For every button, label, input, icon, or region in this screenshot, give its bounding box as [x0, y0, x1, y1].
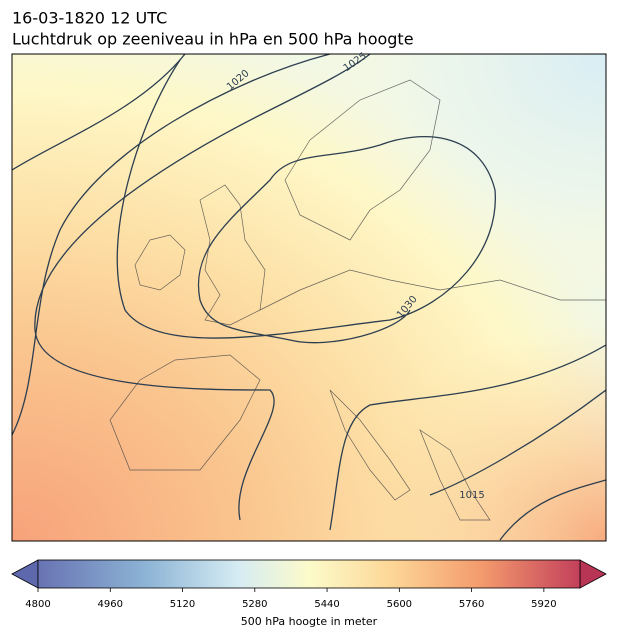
- colorbar-tick-label: 5440: [314, 599, 339, 610]
- isobar: [499, 479, 606, 541]
- colorbar-tick-label: 5600: [387, 599, 412, 610]
- subtitle: Luchtdruk op zeeniveau in hPa en 500 hPa…: [12, 30, 414, 49]
- coastline: [134, 234, 186, 291]
- colorbar-extend-low: [11, 559, 39, 589]
- field-se: [12, 54, 606, 541]
- colorbar-tick-label: 5280: [242, 599, 267, 610]
- isobar: [12, 54, 331, 436]
- colorbar-tick-label: 4800: [25, 599, 50, 610]
- coastline: [329, 389, 411, 501]
- coastline: [284, 79, 441, 241]
- isobar: [329, 344, 606, 531]
- coastline: [199, 184, 266, 326]
- coastline: [259, 269, 606, 311]
- coastline: [419, 429, 491, 521]
- colorbar-body: [37, 559, 581, 589]
- colorbar-tick-label: 4960: [98, 599, 123, 610]
- isobar: [429, 389, 606, 496]
- colorbar-tick-label: 5120: [170, 599, 195, 610]
- colorbar-label: 500 hPa hoogte in meter: [241, 615, 378, 628]
- colorbar-tick-label: 5920: [531, 599, 556, 610]
- map-frame: [11, 53, 607, 542]
- isobar: [116, 59, 496, 344]
- colorbar: [11, 559, 607, 589]
- coastline: [109, 354, 261, 471]
- colorbar-tick-label: 5760: [459, 599, 484, 610]
- map: [12, 54, 606, 541]
- colorbar-extend-high: [579, 559, 607, 589]
- isobar: [34, 54, 371, 521]
- title: 16-03-1820 12 UTC: [12, 9, 167, 28]
- contour-label: 1015: [459, 490, 484, 501]
- isobar: [12, 54, 186, 171]
